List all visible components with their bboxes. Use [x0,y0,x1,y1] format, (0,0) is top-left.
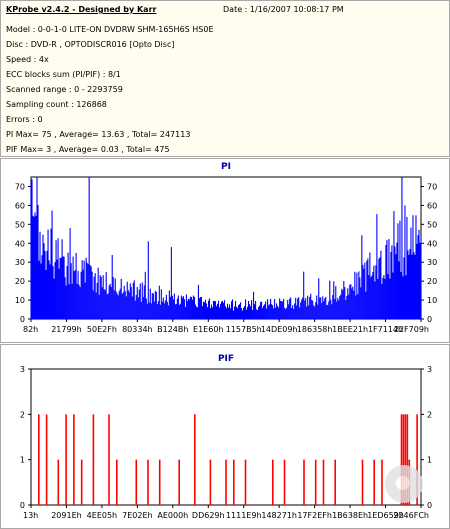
pi-title: PI [221,162,231,172]
pi-ytick-label-right: 70 [427,182,437,191]
pif-xtick-label: 7E02Eh [122,511,152,520]
pif-xtick-label: 1B638Eh [332,511,368,520]
pif-ytick-label-right: 1 [427,456,432,465]
pi-ytick-label-left: 30 [15,258,25,267]
pif-chart-panel: PIF 0 0 1 1 2 2 3 3 13h 2091Eh 4EE05h 7E02Eh AE000h DD… [0,344,450,529]
pi-xtick-label: 1BEE21h [332,325,368,334]
pi-chart-panel: PI 0 0 10 10 20 20 30 30 40 40 50 50 60 60 70 70 82h 21799… [0,158,450,343]
pif-xtick-label: 2246FCh [393,511,429,520]
pif-xtick-label: 17F2EFh [297,511,332,520]
scan-date: Date : 1/16/2007 10:08:17 PM [223,5,344,14]
info-range: Scanned range : 0 - 2293759 [6,85,123,94]
pif-ytick-label-left: 2 [20,410,25,419]
pi-ytick-label-left: 20 [15,277,25,286]
pif-ytick-label-right: 2 [427,410,432,419]
info-ecc: ECC blocks sum (PI/PIF) : 8/1 [6,70,121,79]
info-disc: Disc : DVD-R , OPTODISCR016 [Opto Disc] [6,40,175,49]
pif-chart: PIF 0 0 1 1 2 2 3 3 13h 2091Eh 4EE05h 7E02Eh AE000h DD… [20,354,432,520]
pif-ytick-label-left: 3 [20,365,25,374]
pi-xtick-label: 50E2Fh [87,325,117,334]
pi-xtick-label: 1F7114h [368,325,403,334]
app-title: KProbe v2.4.2 - Designed by Karr [6,5,157,14]
info-pif-summary: PIF Max= 3 , Average= 0.03 , Total= 475 [6,145,170,154]
watermark-icon [385,465,423,503]
pi-ytick-label-right: 60 [427,201,437,210]
pi-xtick-label: B124Bh [157,325,188,334]
pif-xtick-label: AE000h [157,511,188,520]
pi-ytick-label-right: 0 [427,315,432,324]
pi-xtick-label: 1157B5h [226,325,262,334]
pif-xtick-label: 2091Eh [51,511,81,520]
pi-ytick-label-left: 10 [15,296,25,305]
pi-xtick-label: E1E60h [193,325,223,334]
pi-xtick-label: 14DE09h [261,325,298,334]
pi-xtick-label: 186358h [297,325,333,334]
pif-ytick-label-left: 0 [20,501,25,510]
pi-ytick-label-left: 50 [15,220,25,229]
pif-xtick-label: 148271h [261,511,297,520]
pi-xtick-label: 82h [23,325,38,334]
pif-ytick-label-right: 3 [427,365,432,374]
pif-xtick-label: 1ED659h [367,511,404,520]
info-panel: KProbe v2.4.2 - Designed by Karr Date : … [0,0,450,157]
pi-chart: PI 0 0 10 10 20 20 30 30 40 40 50 50 60 60 70 70 82h 21799… [15,162,437,334]
pif-ytick-label-right: 0 [427,501,432,510]
pi-ytick-label-left: 70 [15,182,25,191]
pi-ytick-label-right: 30 [427,258,437,267]
pif-xtick-label: 13h [23,511,38,520]
pi-ytick-label-left: 60 [15,201,25,210]
pi-xtick-label: 22F709h [394,325,429,334]
info-speed: Speed : 4x [6,55,49,64]
info-errors: Errors : 0 [6,115,43,124]
pif-xtick-label: 4EE05h [87,511,117,520]
pi-ytick-label-left: 40 [15,239,25,248]
pif-xtick-label: DD629h [192,511,225,520]
pi-xtick-label: 21799h [51,325,82,334]
info-sampling: Sampling count : 126868 [6,100,107,109]
pi-ytick-label-right: 20 [427,277,437,286]
pi-xtick-label: 80334h [122,325,153,334]
pi-ytick-label-right: 50 [427,220,437,229]
pi-ytick-label-right: 40 [427,239,437,248]
info-model: Model : 0-0-1-0 LITE-ON DVDRW SHM-165H6S… [6,25,214,34]
pif-ytick-label-left: 1 [20,456,25,465]
info-pi-summary: PI Max= 75 , Average= 13.63 , Total= 247… [6,130,191,139]
pif-title: PIF [218,354,234,364]
pif-xtick-label: 1111E9h [226,511,262,520]
pi-ytick-label-right: 10 [427,296,437,305]
pi-ytick-label-left: 0 [20,315,25,324]
